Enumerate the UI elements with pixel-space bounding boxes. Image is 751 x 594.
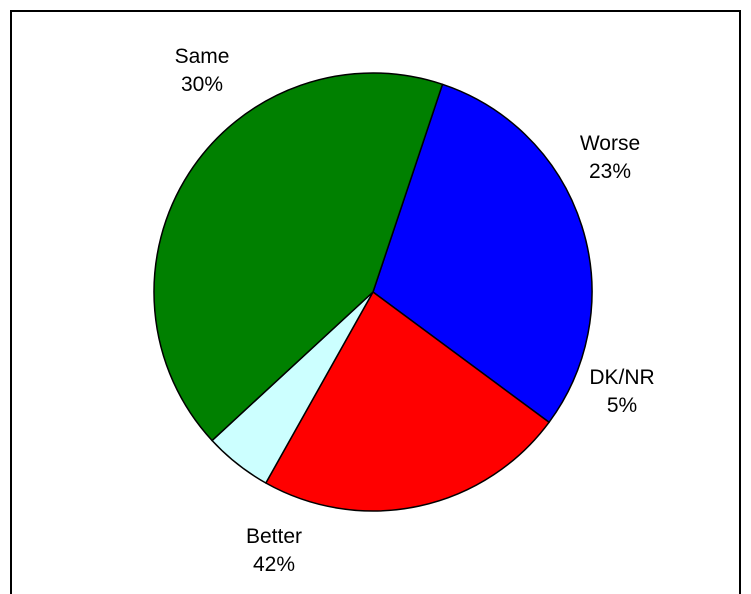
slice-label-percent: 23% <box>589 160 631 183</box>
pie-slice-better <box>153 72 444 442</box>
slice-label-percent: 5% <box>607 394 637 417</box>
slice-label-name: Same <box>175 45 230 68</box>
slice-label-name: Worse <box>580 132 640 155</box>
pie-labels: Same 30% Worse 23% DK/NR 5% Better 42% <box>175 45 655 576</box>
slice-label-percent: 30% <box>181 73 223 96</box>
slice-label-name: DK/NR <box>589 366 654 389</box>
chart-frame-border <box>10 10 741 594</box>
pie-slice-same <box>372 83 593 424</box>
slice-label-name: Better <box>246 525 302 548</box>
pie-slice-worse <box>265 291 550 512</box>
pie-slices <box>153 72 593 512</box>
slice-label-percent: 42% <box>253 553 295 576</box>
